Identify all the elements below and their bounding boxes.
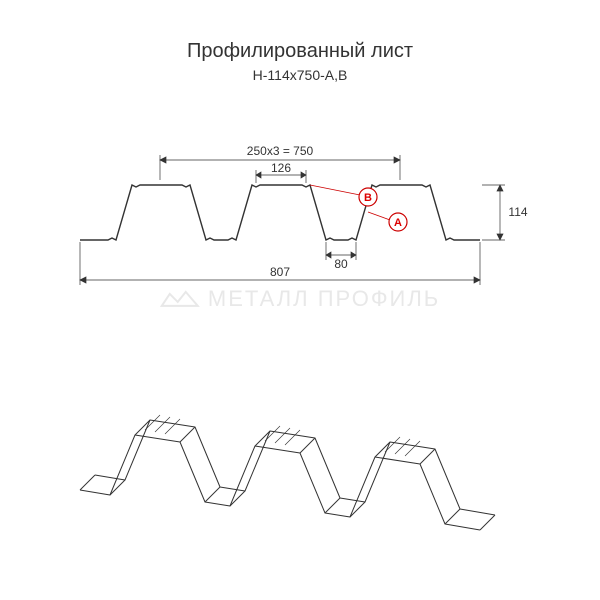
cross-section-diagram: 250х3 = 750 126 80	[60, 120, 540, 300]
subtitle: Н-114х750-А,В	[0, 67, 600, 83]
svg-text:B: B	[364, 192, 372, 204]
isometric-diagram	[60, 360, 540, 540]
dim-top-width: 126	[271, 161, 291, 175]
svg-text:A: A	[394, 217, 402, 229]
diagram-container: Профилированный лист Н-114х750-А,В МЕТАЛ…	[0, 0, 600, 600]
dim-height: 114	[508, 205, 527, 219]
callout-a: A	[368, 212, 407, 231]
title-block: Профилированный лист Н-114х750-А,В	[0, 0, 600, 83]
dim-overall: 807	[270, 265, 290, 279]
callout-b: B	[310, 185, 377, 206]
title: Профилированный лист	[0, 40, 600, 63]
dim-bottom-width: 80	[334, 257, 348, 271]
dim-pitch: 250х3 = 750	[247, 144, 314, 158]
